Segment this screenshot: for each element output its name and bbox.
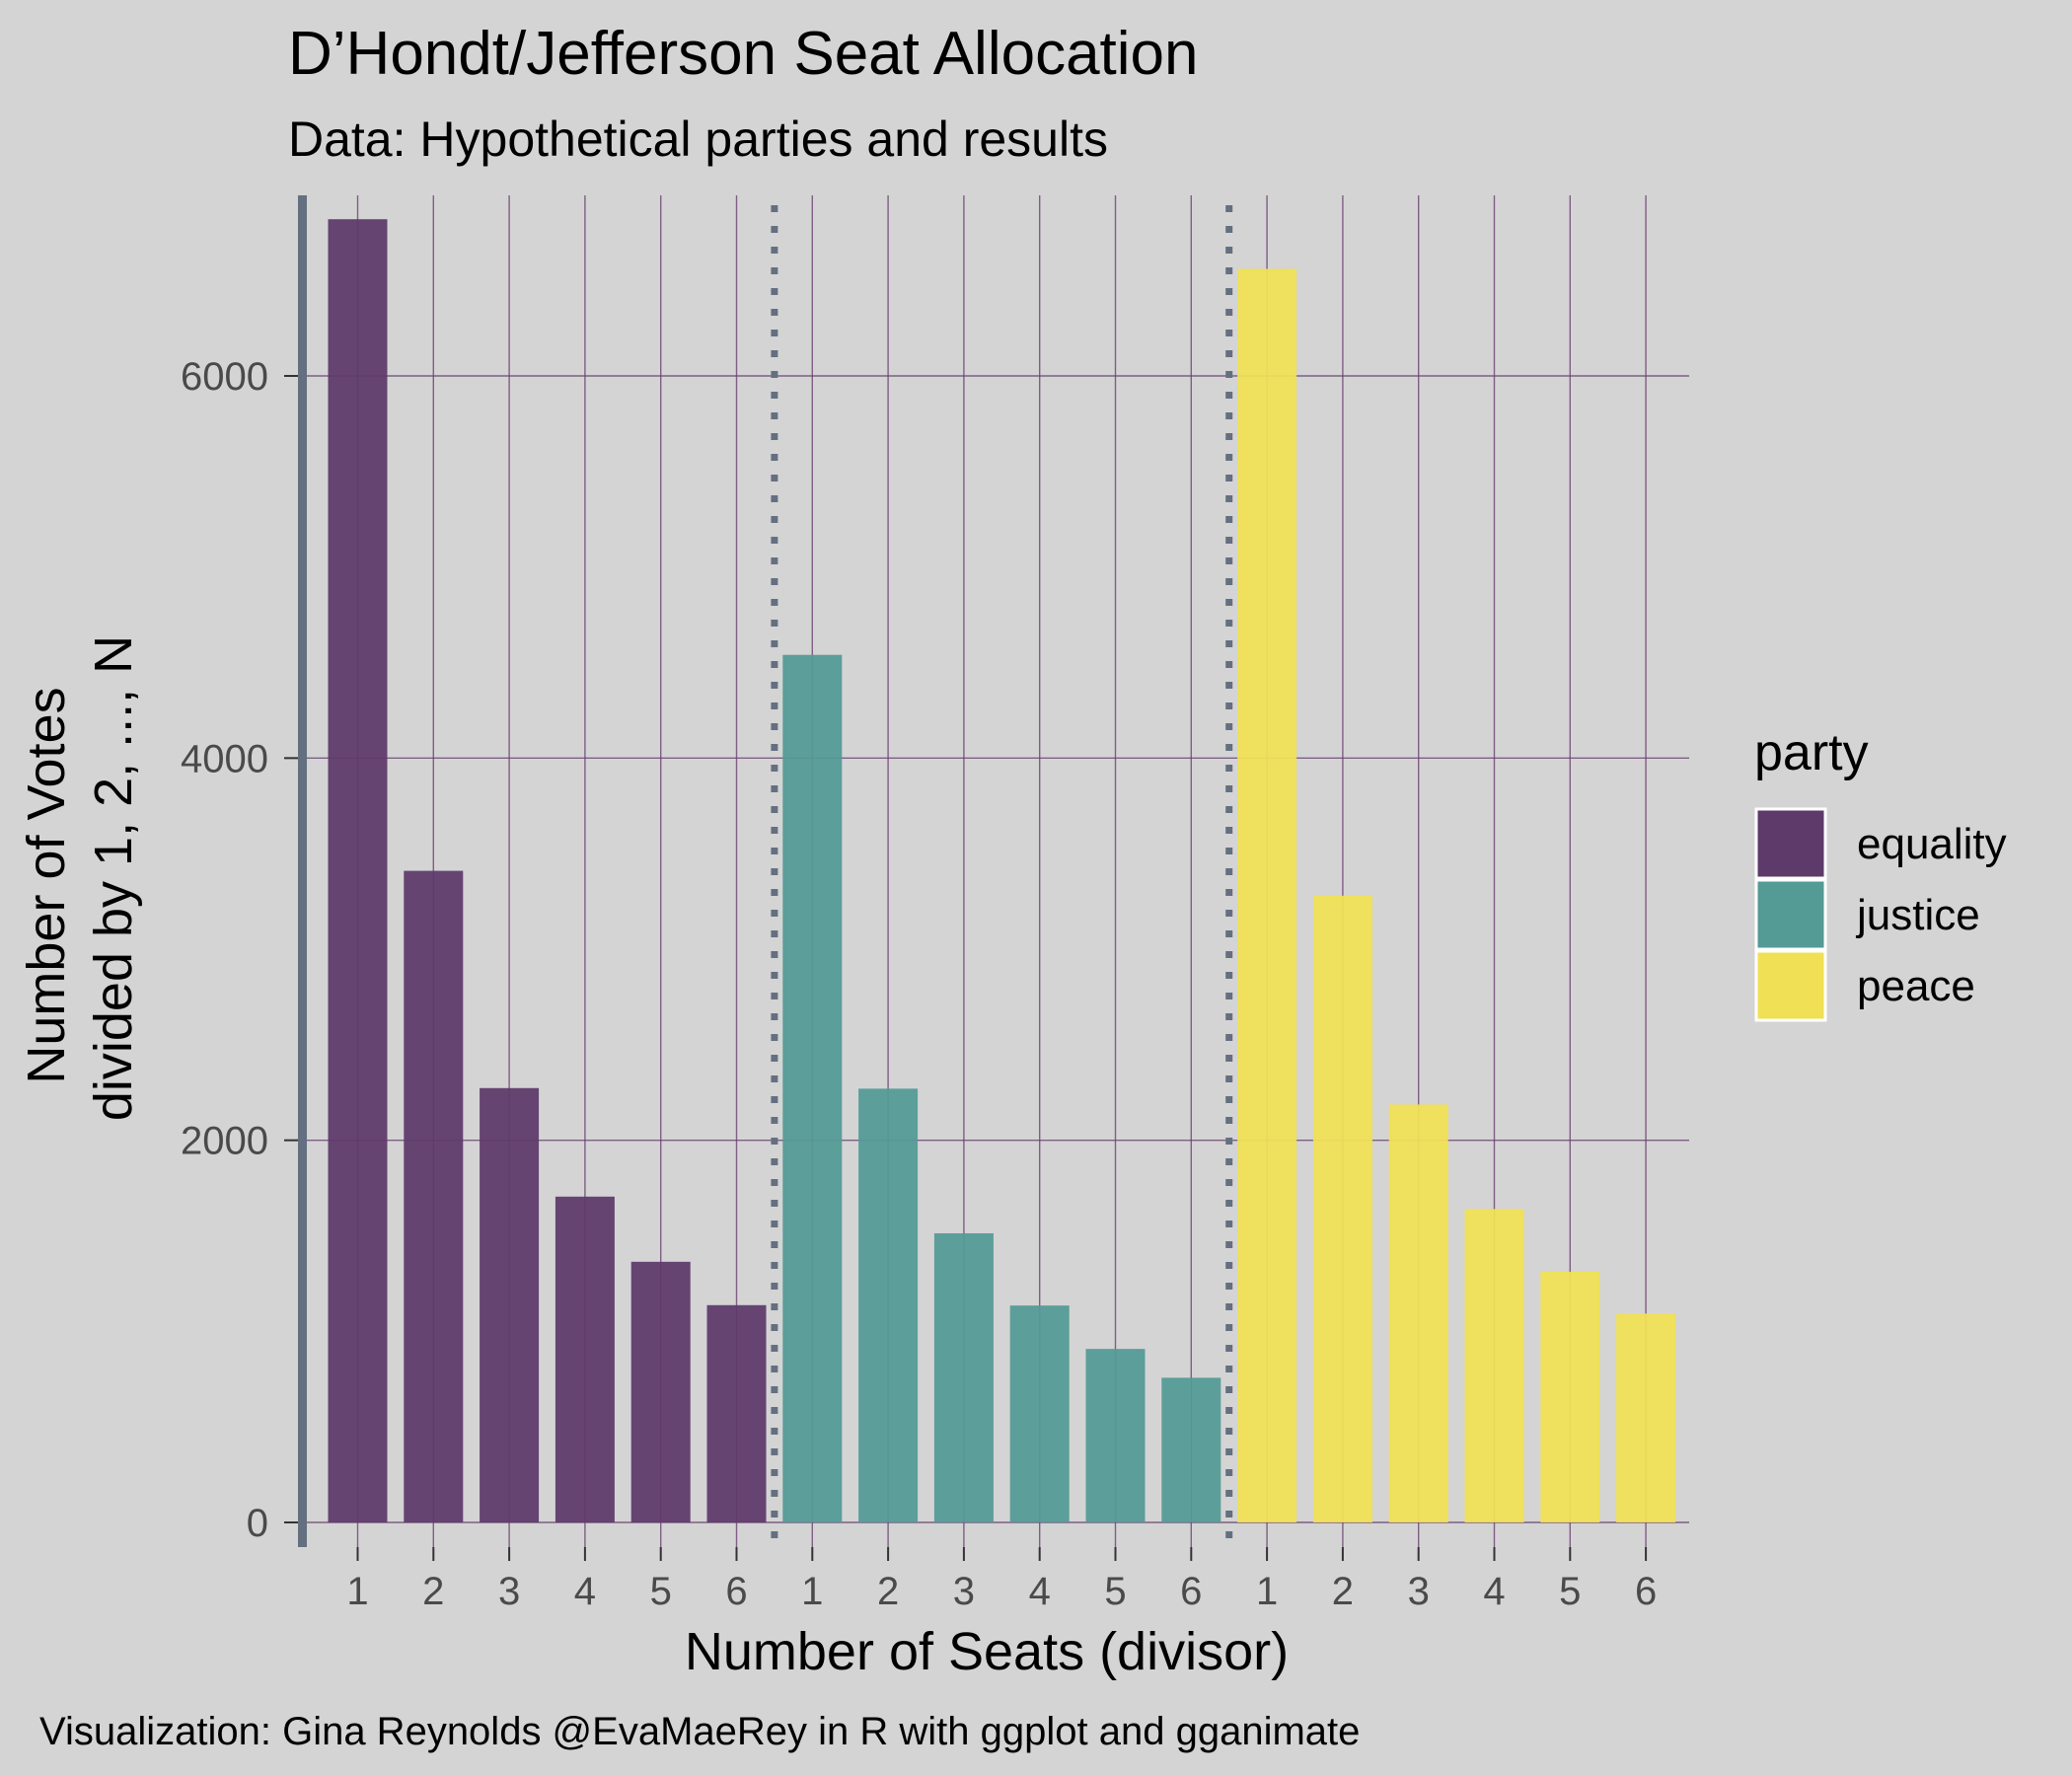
y-axis-label-line2: divided by 1, 2, ..., N <box>84 635 143 1121</box>
bar-justice-4 <box>1009 1305 1070 1522</box>
bar-peace-5 <box>1540 1271 1600 1522</box>
x-tick-label: 5 <box>650 1570 672 1613</box>
bar-justice-6 <box>1161 1377 1221 1522</box>
bar-equality-6 <box>706 1304 767 1522</box>
y-axis-label-line1: Number of Votes <box>17 687 76 1083</box>
legend-swatch-peace <box>1754 949 1827 1022</box>
x-tick-label: 2 <box>1332 1570 1354 1613</box>
legend-label-justice: justice <box>1855 891 1980 939</box>
bar-equality-4 <box>555 1196 615 1522</box>
bar-justice-5 <box>1085 1349 1146 1522</box>
bars <box>328 219 1676 1523</box>
x-tick-label: 1 <box>1256 1570 1278 1613</box>
legend-label-equality: equality <box>1857 820 2007 868</box>
bar-peace-1 <box>1237 268 1297 1523</box>
y-tick-label: 2000 <box>181 1120 268 1163</box>
chart-subtitle: Data: Hypothetical parties and results <box>288 111 1108 167</box>
x-tick-label: 4 <box>1483 1570 1505 1613</box>
caption: Visualization: Gina Reynolds @EvaMaeRey … <box>39 1710 1360 1753</box>
bar-justice-2 <box>858 1088 919 1522</box>
y-axis-label: Number of Votes divided by 1, 2, ..., N <box>17 635 143 1121</box>
legend-label-peace: peace <box>1857 962 1975 1010</box>
bar-equality-2 <box>404 870 464 1522</box>
party-separators <box>771 205 1233 1547</box>
x-axis-ticks: 1 2 3 4 5 6 1 2 3 4 5 6 1 2 3 4 5 6 <box>346 1547 1657 1613</box>
x-tick-label: 3 <box>1408 1570 1430 1613</box>
bar-peace-3 <box>1388 1104 1448 1522</box>
x-tick-label: 2 <box>422 1570 444 1613</box>
x-tick-label: 1 <box>346 1570 368 1613</box>
x-tick-label: 1 <box>801 1570 823 1613</box>
legend-swatch-equality <box>1754 807 1827 880</box>
x-axis-label: Number of Seats (divisor) <box>685 1622 1289 1681</box>
bar-peace-6 <box>1616 1313 1676 1522</box>
bar-justice-3 <box>933 1232 994 1522</box>
bar-peace-2 <box>1312 895 1372 1522</box>
legend-swatch-justice <box>1754 878 1827 951</box>
chart-title: D’Hondt/Jefferson Seat Allocation <box>288 20 1199 88</box>
bar-peace-4 <box>1464 1209 1524 1522</box>
x-tick-label: 5 <box>1559 1570 1581 1613</box>
bar-equality-5 <box>630 1261 691 1522</box>
x-tick-label: 6 <box>1635 1570 1657 1613</box>
x-tick-label: 2 <box>877 1570 899 1613</box>
x-tick-label: 6 <box>725 1570 747 1613</box>
x-tick-label: 4 <box>1029 1570 1051 1613</box>
x-tick-label: 5 <box>1104 1570 1126 1613</box>
x-tick-label: 4 <box>574 1570 596 1613</box>
bar-equality-3 <box>480 1087 540 1522</box>
x-tick-label: 6 <box>1180 1570 1202 1613</box>
y-tick-label: 6000 <box>181 355 268 399</box>
y-axis-rule <box>298 195 307 1547</box>
legend: party equality justice peace <box>1754 724 2007 1022</box>
y-tick-label: 4000 <box>181 737 268 780</box>
y-axis-ticks: 0 2000 4000 6000 <box>181 355 298 1545</box>
bar-equality-1 <box>328 219 388 1522</box>
x-tick-label: 3 <box>498 1570 520 1613</box>
bar-justice-1 <box>782 654 843 1522</box>
y-tick-label: 0 <box>247 1502 268 1545</box>
x-tick-label: 3 <box>953 1570 975 1613</box>
legend-title: party <box>1754 724 1869 781</box>
